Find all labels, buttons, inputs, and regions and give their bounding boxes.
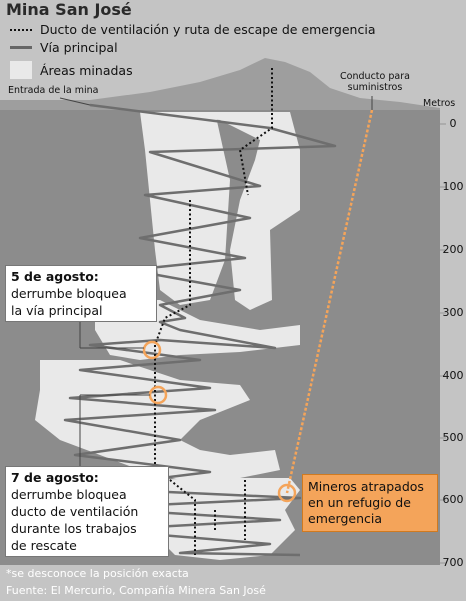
refuge-marker bbox=[277, 483, 297, 503]
depth-tick: 200 bbox=[442, 243, 464, 256]
source-credit: Fuente: El Mercurio, Compañía Minera San… bbox=[6, 584, 266, 597]
depth-unit-label: Metros bbox=[423, 98, 456, 109]
callout-aug7-line2: ducto de ventilación bbox=[11, 504, 139, 519]
footnote: *se desconoce la posición exacta bbox=[6, 567, 189, 580]
mine-entrance-label: Entrada de la mina bbox=[8, 85, 99, 96]
supply-pipe-label-line1: Conducto para bbox=[340, 71, 410, 82]
ventilation-upper bbox=[238, 68, 273, 196]
area-swatch-icon bbox=[10, 61, 32, 79]
main-route-line bbox=[63, 103, 337, 557]
callout-miners-line2: en un refugio de bbox=[308, 495, 411, 510]
surface-profile bbox=[0, 58, 440, 112]
legend-ventilation: Ducto de ventilación y ruta de escape de… bbox=[10, 22, 375, 37]
callout-aug5-line2: la vía principal bbox=[11, 303, 103, 318]
depth-scale-strip bbox=[440, 100, 466, 565]
callout-aug7: 7 de agosto: derrumbe bloquea ducto de v… bbox=[5, 466, 169, 557]
callout-miners-line3: emergencia bbox=[308, 511, 383, 526]
depth-tick: 300 bbox=[442, 306, 464, 319]
callout-aug7-line3: durante los trabajos bbox=[11, 521, 137, 536]
callout-miners-line1: Mineros atrapados bbox=[308, 479, 424, 494]
callout-aug5: 5 de agosto: derrumbe bloquea la vía pri… bbox=[5, 265, 157, 322]
mined-area-lower bbox=[35, 360, 280, 480]
depth-tick: 0 bbox=[449, 117, 457, 130]
legend-main-route-label: Vía principal bbox=[40, 40, 118, 55]
depth-tick: 600 bbox=[442, 493, 464, 506]
mined-area-shaft bbox=[140, 112, 230, 305]
legend-mined-areas-label: Áreas minadas bbox=[40, 62, 133, 78]
callout-miners: Mineros atrapados en un refugio de emerg… bbox=[302, 474, 438, 532]
legend-ventilation-label: Ducto de ventilación y ruta de escape de… bbox=[40, 22, 376, 37]
callout-aug7-line1: derrumbe bloquea bbox=[11, 487, 127, 502]
depth-tick: 400 bbox=[442, 369, 464, 382]
depth-tick: 700 bbox=[442, 556, 464, 569]
callout-aug5-date: 5 de agosto: bbox=[11, 269, 99, 284]
callout-aug7-line4: de rescate bbox=[11, 538, 77, 553]
connector-entrada bbox=[59, 97, 91, 106]
legend-main-route: Vía principal bbox=[10, 40, 118, 55]
mined-area-upper bbox=[140, 112, 300, 310]
callout-aug5-line1: derrumbe bloquea bbox=[11, 286, 127, 301]
depth-tick: 500 bbox=[442, 431, 464, 444]
legend-mined-areas: Áreas minadas bbox=[10, 61, 133, 79]
depth-tick: 100 bbox=[442, 180, 464, 193]
callout-aug7-date: 7 de agosto: bbox=[11, 470, 99, 485]
supply-pipe-label: Conducto para suministros bbox=[330, 71, 420, 93]
mined-area-bottom bbox=[140, 478, 300, 560]
dotted-line-icon bbox=[10, 28, 32, 31]
solid-line-icon bbox=[10, 46, 32, 49]
page-title: Mina San José bbox=[6, 0, 132, 19]
supply-pipe bbox=[285, 109, 374, 494]
depth-gridlines bbox=[440, 123, 446, 564]
collapse-marker-aug5 bbox=[142, 340, 162, 360]
supply-pipe-label-line2: suministros bbox=[347, 82, 403, 93]
